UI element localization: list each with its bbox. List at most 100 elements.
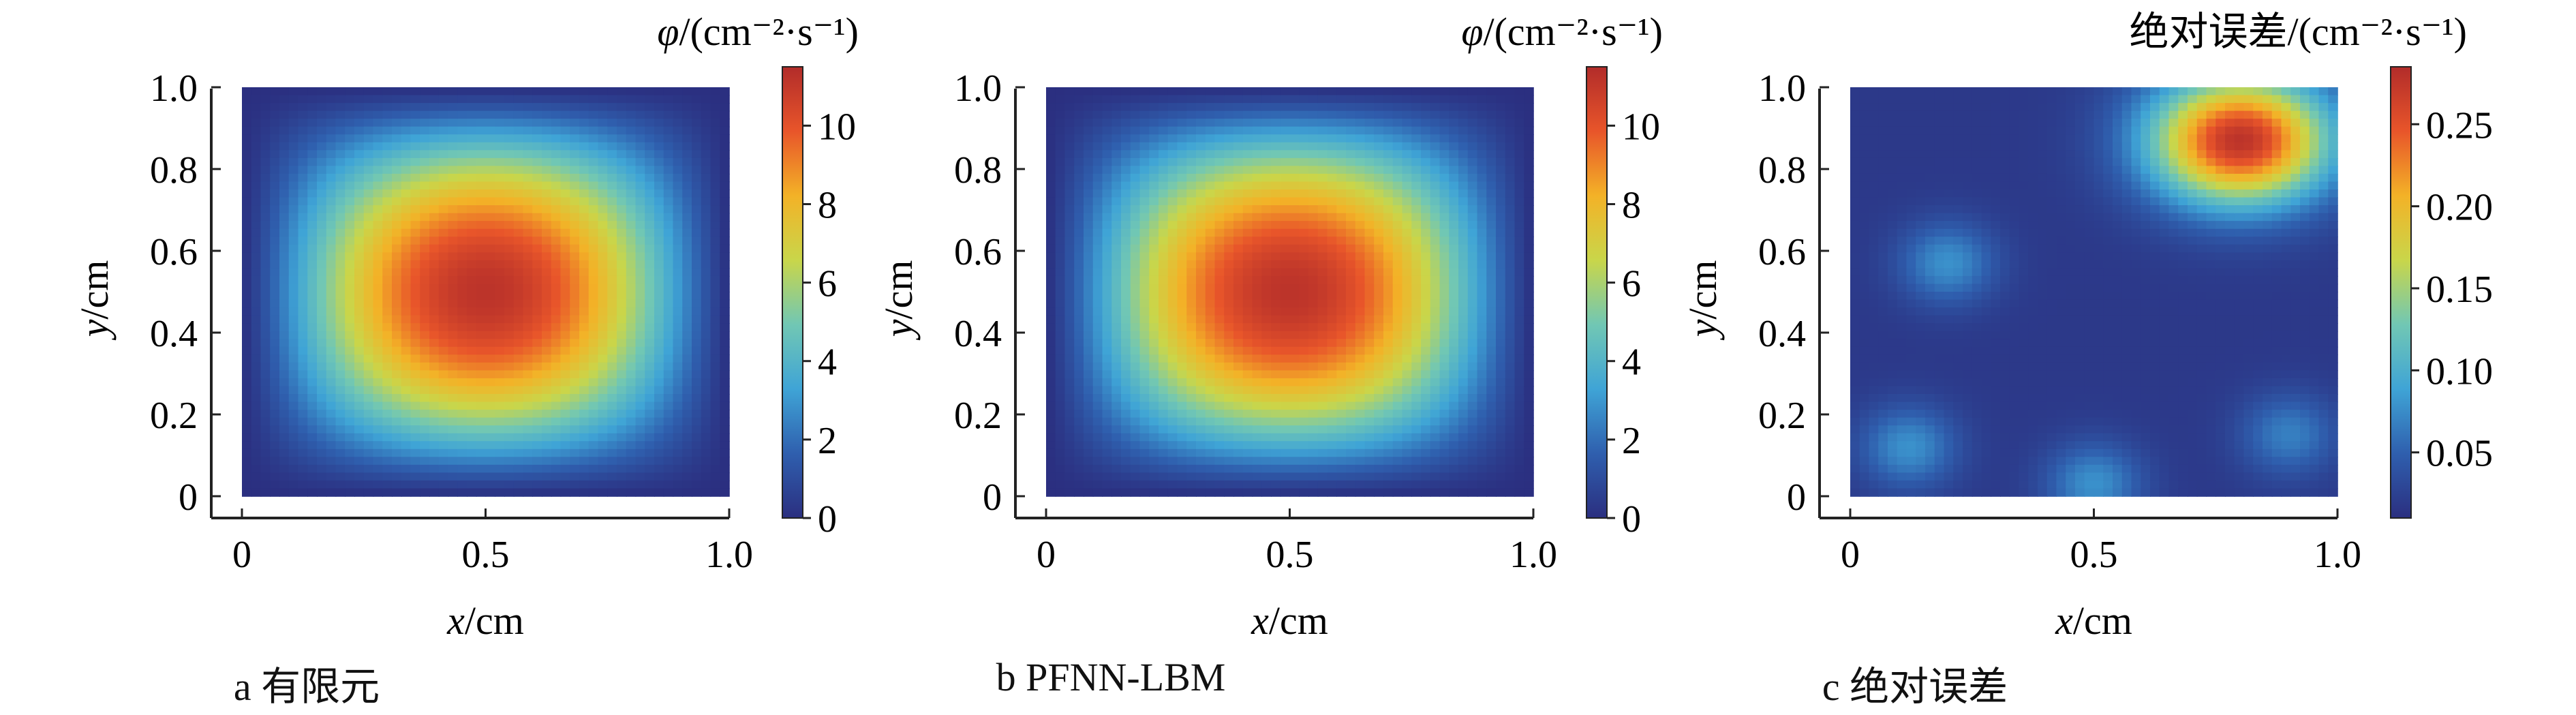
- heatmap-cell: [476, 213, 487, 222]
- heatmap-cell: [373, 87, 384, 96]
- heatmap-cell: [307, 425, 318, 434]
- heatmap-cell: [1261, 386, 1272, 395]
- heatmap-cell: [1177, 173, 1188, 183]
- heatmap-cell: [429, 197, 440, 206]
- heatmap-cell: [673, 284, 684, 292]
- heatmap-cell: [270, 95, 280, 104]
- heatmap-cell: [260, 331, 271, 340]
- heatmap-cell: [654, 95, 664, 104]
- heatmap-cell: [607, 157, 617, 167]
- heatmap-cell: [1224, 166, 1234, 174]
- heatmap-cell: [1159, 126, 1169, 136]
- heatmap-cell: [476, 480, 487, 489]
- heatmap-cell: [1355, 119, 1366, 127]
- heatmap-cell: [438, 142, 449, 151]
- heatmap-cell: [513, 480, 524, 489]
- heatmap-cell: [682, 166, 692, 174]
- heatmap-cell: [373, 401, 384, 410]
- heatmap-cell: [1308, 292, 1319, 301]
- heatmap-cell: [401, 252, 412, 261]
- heatmap-cell: [457, 307, 467, 316]
- heatmap-cell: [1430, 173, 1441, 183]
- heatmap-cell: [1055, 417, 1066, 426]
- heatmap-cell: [345, 150, 355, 159]
- heatmap-cell: [401, 448, 412, 458]
- heatmap-cell: [1402, 362, 1413, 371]
- heatmap-cell: [1046, 181, 1056, 190]
- heatmap-cell: [485, 401, 496, 410]
- heatmap-cell: [692, 275, 702, 285]
- heatmap-cell: [542, 284, 552, 292]
- heatmap-cell: [457, 488, 467, 497]
- heatmap-cell: [673, 315, 684, 324]
- heatmap-cell: [654, 339, 664, 348]
- heatmap-cell: [682, 378, 692, 387]
- heatmap-cell: [1252, 268, 1263, 277]
- heatmap-cell: [1421, 299, 1431, 308]
- heatmap-cell: [457, 228, 467, 238]
- heatmap-cell: [720, 166, 730, 174]
- heatmap-cell: [1111, 126, 1122, 136]
- heatmap-cell: [392, 378, 402, 387]
- heatmap-cell: [692, 260, 702, 269]
- heatmap-cell: [410, 488, 421, 497]
- heatmap-cell: [1242, 150, 1253, 159]
- heatmap-cell: [251, 457, 262, 466]
- heatmap-cell: [607, 213, 617, 222]
- heatmap-cell: [551, 103, 562, 112]
- heatmap-cell: [598, 448, 609, 458]
- heatmap-cell: [523, 260, 534, 269]
- heatmap-cell: [1289, 189, 1300, 198]
- heatmap-cell: [1289, 394, 1300, 403]
- heatmap-cell: [1411, 354, 1422, 363]
- heatmap-cell: [288, 441, 299, 450]
- heatmap-cell: [288, 181, 299, 190]
- heatmap-cell: [532, 425, 542, 434]
- heatmap-cell: [1055, 480, 1066, 489]
- heatmap-cell: [410, 315, 421, 324]
- heatmap-cell: [542, 292, 552, 301]
- heatmap-cell: [317, 275, 327, 285]
- heatmap-cell: [626, 252, 637, 261]
- heatmap-cell: [1205, 260, 1216, 269]
- heatmap-cell: [1449, 142, 1459, 151]
- heatmap-cell: [420, 142, 430, 151]
- heatmap-cell: [1364, 260, 1375, 269]
- heatmap-cell: [701, 95, 711, 104]
- heatmap-cell: [1130, 299, 1141, 308]
- heatmap-cell: [1317, 95, 1328, 104]
- heatmap-cell: [1205, 95, 1216, 104]
- heatmap-cell: [1196, 221, 1206, 230]
- heatmap-cell: [1430, 237, 1441, 245]
- heatmap-cell: [1402, 370, 1413, 379]
- colorbar-tick-label: 8: [818, 184, 837, 226]
- heatmap-cell: [560, 410, 571, 419]
- heatmap-cell: [1402, 433, 1413, 442]
- heatmap-cell: [420, 386, 430, 395]
- heatmap-cell: [392, 331, 402, 340]
- heatmap-cell: [485, 339, 496, 348]
- heatmap-cell: [1130, 110, 1141, 119]
- heatmap-cell: [513, 394, 524, 403]
- heatmap-cell: [1336, 244, 1347, 254]
- heatmap-cell: [1177, 103, 1188, 112]
- heatmap-cell: [673, 448, 684, 458]
- heatmap-cell: [1364, 331, 1375, 340]
- heatmap-cell: [635, 362, 646, 371]
- heatmap-cell: [382, 205, 393, 214]
- heatmap-cell: [1092, 457, 1103, 466]
- heatmap-cell: [513, 433, 524, 442]
- heatmap-cell: [1336, 417, 1347, 426]
- heatmap-cell: [570, 221, 580, 230]
- heatmap-cell: [467, 221, 477, 230]
- heatmap-cell: [495, 268, 505, 277]
- heatmap-cell: [363, 166, 374, 174]
- heatmap-cell: [251, 126, 262, 136]
- heatmap-cell: [1299, 394, 1309, 403]
- heatmap-cell: [298, 237, 309, 245]
- heatmap-cell: [579, 142, 589, 151]
- heatmap-cell: [345, 488, 355, 497]
- heatmap-cell: [401, 488, 412, 497]
- heatmap-cell: [1346, 410, 1356, 419]
- heatmap-cell: [1233, 315, 1244, 324]
